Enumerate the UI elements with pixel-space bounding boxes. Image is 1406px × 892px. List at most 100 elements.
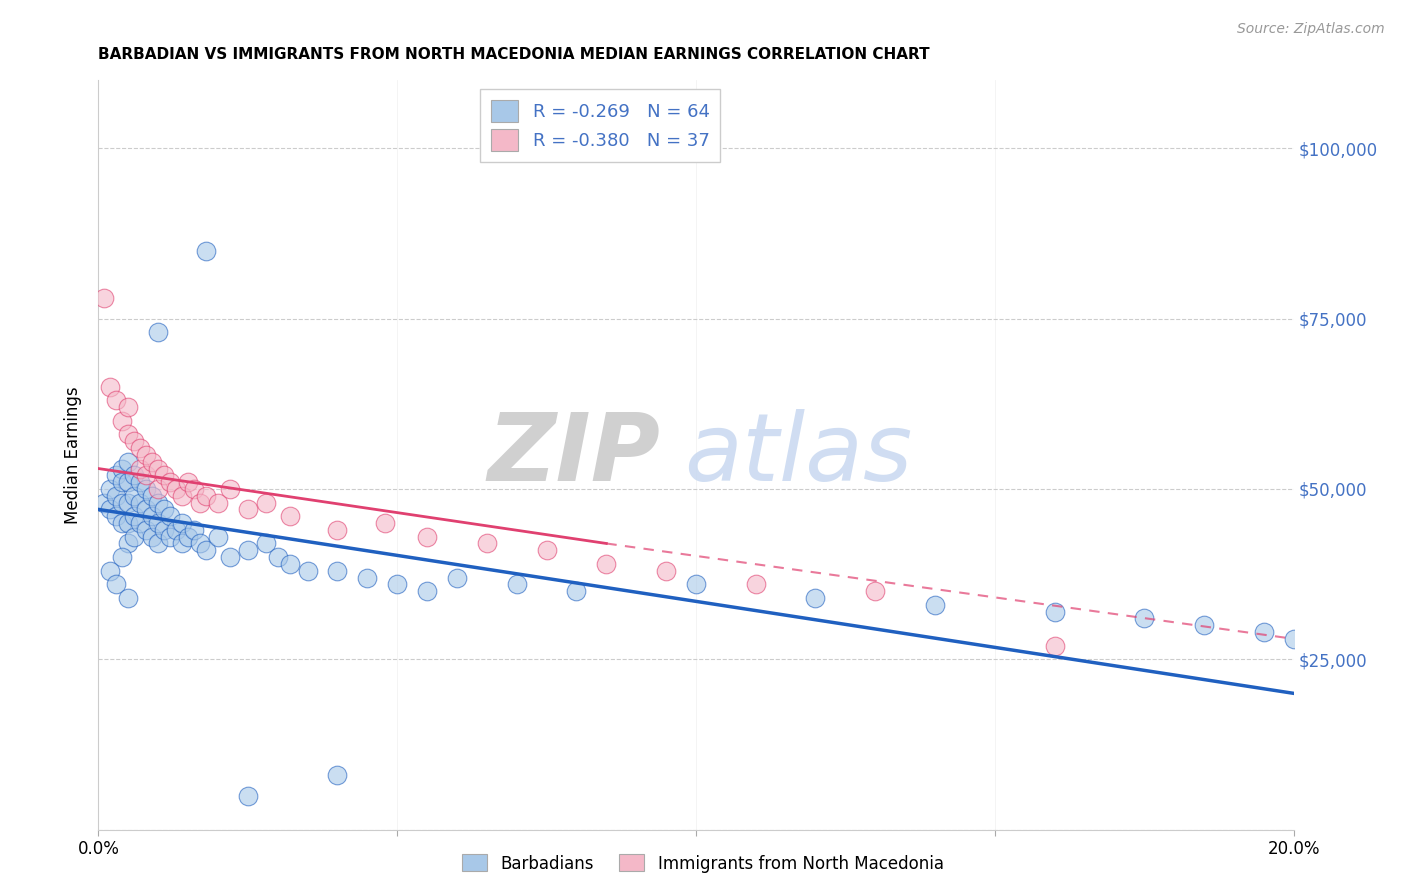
Point <box>297 564 319 578</box>
Point <box>172 489 194 503</box>
Point <box>278 557 301 571</box>
Point <box>356 570 378 584</box>
Point <box>1133 611 1156 625</box>
Point <box>254 536 277 550</box>
Point <box>475 536 498 550</box>
Point <box>135 448 157 462</box>
Point <box>129 461 152 475</box>
Point <box>1253 625 1275 640</box>
Point <box>124 434 146 449</box>
Point <box>148 536 170 550</box>
Point <box>105 393 128 408</box>
Point <box>865 584 887 599</box>
Point <box>183 523 205 537</box>
Point <box>117 495 139 509</box>
Point <box>326 523 349 537</box>
Point <box>207 530 229 544</box>
Point <box>141 530 163 544</box>
Point <box>129 441 152 455</box>
Point <box>165 482 187 496</box>
Point <box>117 475 139 490</box>
Point <box>117 427 139 442</box>
Point <box>172 516 194 530</box>
Point <box>105 468 128 483</box>
Point <box>1043 605 1066 619</box>
Text: ZIP: ZIP <box>488 409 661 501</box>
Point <box>159 509 181 524</box>
Point <box>236 543 259 558</box>
Point <box>595 557 617 571</box>
Point <box>124 530 146 544</box>
Point <box>141 455 163 469</box>
Point <box>254 495 277 509</box>
Point <box>105 577 128 591</box>
Point <box>685 577 707 591</box>
Point <box>111 414 134 428</box>
Point <box>745 577 768 591</box>
Point <box>117 401 139 415</box>
Point <box>177 530 200 544</box>
Point <box>1043 639 1066 653</box>
Point <box>105 509 128 524</box>
Point <box>195 543 218 558</box>
Point <box>111 475 134 490</box>
Point <box>207 495 229 509</box>
Legend: R = -0.269   N = 64, R = -0.380   N = 37: R = -0.269 N = 64, R = -0.380 N = 37 <box>481 89 720 162</box>
Point <box>1192 618 1215 632</box>
Point <box>111 516 134 530</box>
Text: atlas: atlas <box>685 409 912 500</box>
Point <box>183 482 205 496</box>
Point <box>135 482 157 496</box>
Point <box>267 550 290 565</box>
Point <box>105 489 128 503</box>
Point <box>177 475 200 490</box>
Point <box>536 543 558 558</box>
Point <box>148 461 170 475</box>
Point <box>117 455 139 469</box>
Point <box>124 489 146 503</box>
Point <box>129 495 152 509</box>
Point <box>655 564 678 578</box>
Point <box>416 530 439 544</box>
Point <box>1282 632 1305 646</box>
Point <box>98 502 122 516</box>
Point <box>278 509 301 524</box>
Point <box>153 502 176 516</box>
Point <box>416 584 439 599</box>
Point <box>141 509 163 524</box>
Point <box>374 516 396 530</box>
Point <box>153 468 176 483</box>
Point <box>804 591 827 605</box>
Point <box>117 536 139 550</box>
Point <box>195 244 218 258</box>
Point <box>111 495 134 509</box>
Point <box>326 768 349 782</box>
Point <box>98 564 122 578</box>
Point <box>135 523 157 537</box>
Point <box>506 577 529 591</box>
Point <box>129 475 152 490</box>
Point <box>153 523 176 537</box>
Point <box>159 475 181 490</box>
Point <box>93 291 115 305</box>
Point <box>135 502 157 516</box>
Point <box>236 502 259 516</box>
Point <box>148 495 170 509</box>
Point <box>111 550 134 565</box>
Point <box>148 326 170 340</box>
Y-axis label: Median Earnings: Median Earnings <box>65 386 83 524</box>
Point <box>98 482 122 496</box>
Text: Source: ZipAtlas.com: Source: ZipAtlas.com <box>1237 22 1385 37</box>
Point <box>188 495 211 509</box>
Legend: Barbadians, Immigrants from North Macedonia: Barbadians, Immigrants from North Macedo… <box>456 847 950 880</box>
Point <box>117 516 139 530</box>
Point <box>124 509 146 524</box>
Point <box>236 789 259 803</box>
Point <box>172 536 194 550</box>
Point <box>446 570 468 584</box>
Point <box>148 516 170 530</box>
Point <box>93 495 115 509</box>
Point <box>159 530 181 544</box>
Point <box>129 516 152 530</box>
Point <box>924 598 946 612</box>
